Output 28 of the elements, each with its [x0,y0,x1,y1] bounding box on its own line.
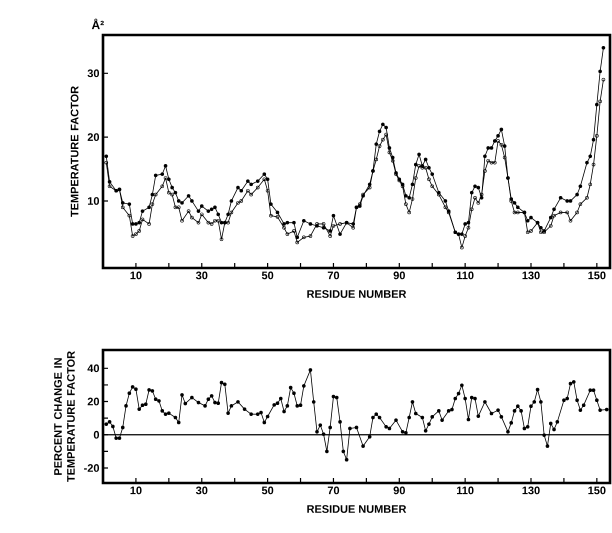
x-tick-label: 110 [456,272,474,280]
x-tick-label: 30 [196,272,208,280]
x-axis-title: RESIDUE NUMBER [307,290,406,298]
x-tick-label: 90 [394,486,405,494]
x-tick-label: 50 [262,486,274,494]
x-tick-label: 150 [588,486,606,494]
x-tick-label: 90 [394,272,405,280]
y-tick-label: 10 [88,197,100,205]
x-tick-label: 150 [588,272,606,280]
y-tick-label: -20 [84,464,100,472]
x-axis-title: RESIDUE NUMBER [307,505,406,513]
x-tick-label: 50 [262,272,274,280]
x-tick-label: 70 [328,272,340,280]
x-tick-label: 70 [328,486,340,494]
y-tick-label: 30 [88,69,100,78]
x-tick-label: 130 [522,272,540,280]
x-tick-label: 10 [130,486,142,494]
x-tick-label: 10 [130,272,142,280]
x-tick-label: 130 [522,486,540,494]
y-tick-label: 20 [88,133,100,142]
y-tick-label: 20 [88,398,100,406]
y-tick-label: 0 [94,430,100,439]
text: Å² [92,18,104,30]
y-tick-label: 40 [87,364,100,372]
x-tick-label: 110 [456,486,474,494]
x-tick-label: 30 [196,486,208,494]
y-axis-title: TEMPERATURE FACTOR [70,86,78,217]
y-axis-title: PERCENT CHANGE IN TEMPERATURE FACTOR [54,351,75,482]
